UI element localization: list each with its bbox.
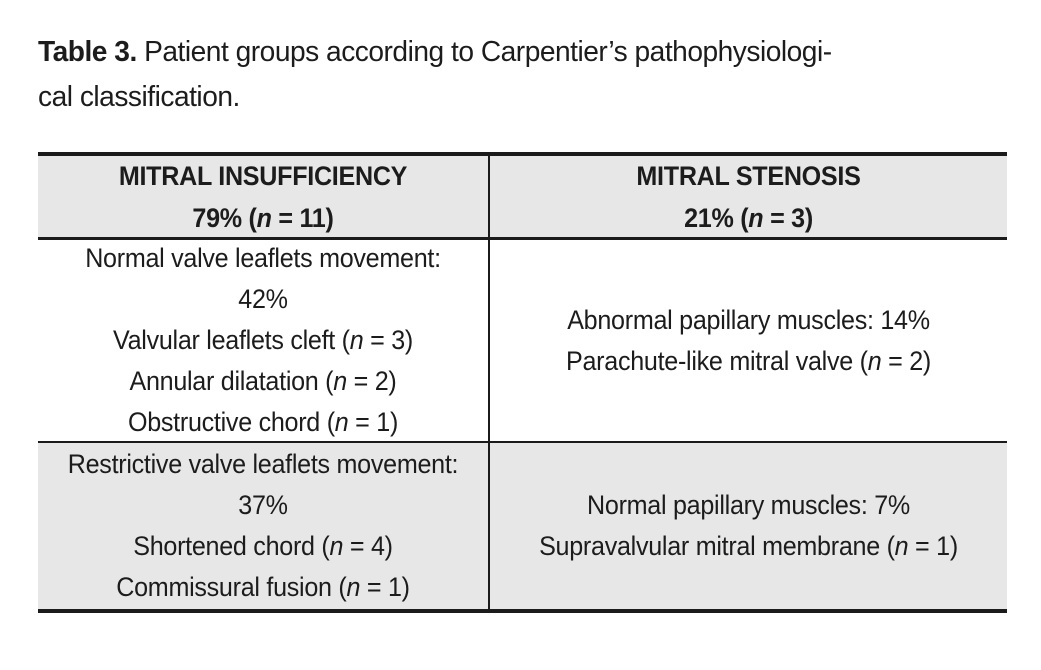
cell-insufficiency-restrictive-movement-text: Restrictive valve leaflets movement: 37% S…	[67, 449, 459, 602]
cell-stenosis-abnormal-papillary-text: Abnormal papillary muscles: 14% Parachute…	[566, 304, 931, 376]
cell-stenosis-abnormal-papillary: Abnormal papillary muscles: 14% Parachute…	[488, 240, 1007, 443]
cell-insufficiency-normal-movement-text: Normal valve leaflets movement: 42% Valvul…	[85, 243, 441, 437]
cell-stenosis-normal-papillary: Normal papillary muscles: 7% Supravalvula…	[488, 443, 1007, 609]
cell-stenosis-normal-papillary-text: Normal papillary muscles: 7% Supravalvula…	[539, 490, 958, 561]
header-mitral-insufficiency-text: MITRAL INSUFFICIENCY 79% (n = 11)	[118, 160, 408, 233]
header-mitral-stenosis-text: MITRAL STENOSIS 21% (n = 3)	[636, 160, 861, 233]
patient-groups-table: MITRAL INSUFFICIENCY 79% (n = 11) MITRAL …	[38, 152, 1007, 613]
header-cell-mitral-stenosis: MITRAL STENOSIS 21% (n = 3)	[488, 156, 1007, 240]
cell-insufficiency-normal-movement: Normal valve leaflets movement: 42% Valvul…	[38, 240, 488, 443]
header-cell-mitral-insufficiency: MITRAL INSUFFICIENCY 79% (n = 11)	[38, 156, 488, 240]
cell-insufficiency-restrictive-movement: Restrictive valve leaflets movement: 37% S…	[38, 443, 488, 609]
table-caption: Table 3. Patient groups according to Car…	[38, 36, 832, 113]
